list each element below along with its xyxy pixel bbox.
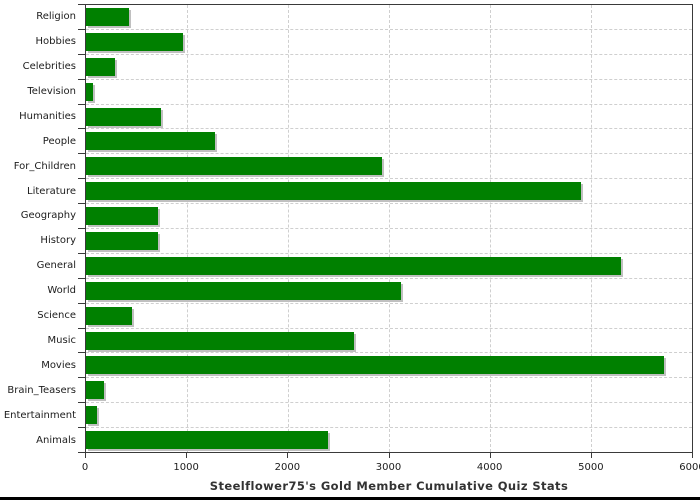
x-tick-label-1000: 1000 bbox=[173, 462, 199, 473]
y-axis-labels: Religion Hobbies Celebrities Television Huma… bbox=[0, 4, 76, 453]
y-axis-tick bbox=[78, 427, 85, 429]
y-axis-label-literature: Literature bbox=[27, 185, 76, 197]
bar-movies bbox=[86, 356, 664, 375]
bar-religion bbox=[86, 8, 130, 26]
bar-row-science bbox=[86, 304, 692, 329]
bottom-border bbox=[0, 497, 700, 500]
y-axis-tick bbox=[78, 277, 85, 279]
bar-row-entertainment bbox=[86, 403, 692, 429]
bar-people bbox=[86, 132, 216, 151]
bar-television bbox=[86, 82, 94, 101]
bar-celebrities bbox=[86, 57, 116, 76]
y-axis-tick bbox=[78, 327, 85, 329]
bar-row-animals bbox=[86, 428, 692, 452]
x-axis-tick-4000 bbox=[489, 453, 491, 458]
bar-hobbies bbox=[86, 32, 183, 51]
plot-area bbox=[85, 4, 693, 453]
y-axis-tick bbox=[78, 4, 85, 5]
x-axis-tick-0 bbox=[85, 453, 86, 458]
bar-row-for_children bbox=[86, 154, 692, 180]
bar-for_children bbox=[86, 157, 382, 176]
x-tick-label-6000: 6000 bbox=[679, 462, 700, 473]
x-axis-tick-3000 bbox=[388, 453, 390, 458]
bar-general bbox=[86, 256, 622, 275]
bar-row-world bbox=[86, 279, 692, 304]
bar-row-television bbox=[86, 80, 692, 105]
y-axis-label-history: History bbox=[40, 235, 76, 247]
y-axis-tick bbox=[78, 103, 85, 105]
y-axis-label-religion: Religion bbox=[36, 10, 76, 22]
x-tick-label-2000: 2000 bbox=[274, 462, 301, 473]
y-axis-label-humanities: Humanities bbox=[19, 110, 76, 122]
y-axis-tick bbox=[78, 302, 85, 304]
y-axis-label-celebrities: Celebrities bbox=[22, 60, 76, 72]
x-axis-tick-5000 bbox=[590, 453, 592, 458]
y-axis-label-music: Music bbox=[47, 335, 76, 347]
y-axis-label-hobbies: Hobbies bbox=[35, 35, 76, 47]
y-axis-label-science: Science bbox=[37, 310, 76, 322]
y-axis-tick bbox=[78, 28, 85, 30]
y-axis-label-geography: Geography bbox=[20, 210, 76, 222]
y-axis-label-general: General bbox=[36, 260, 76, 272]
bar-animals bbox=[86, 431, 329, 450]
y-axis-label-television: Television bbox=[27, 85, 76, 97]
y-axis-tick bbox=[78, 352, 85, 354]
y-axis-label-brain_teasers: Brain_Teasers bbox=[7, 385, 76, 397]
bar-row-history bbox=[86, 229, 692, 254]
y-axis-label-animals: Animals bbox=[36, 434, 76, 446]
y-axis-label-people: People bbox=[42, 135, 76, 147]
bar-row-general bbox=[86, 254, 692, 279]
bar-world bbox=[86, 281, 402, 300]
y-axis-tick bbox=[78, 153, 85, 155]
bar-row-humanities bbox=[86, 105, 692, 130]
y-axis-tick bbox=[78, 78, 85, 80]
y-axis-tick bbox=[78, 53, 85, 55]
bar-humanities bbox=[86, 107, 161, 126]
x-tick-label-5000: 5000 bbox=[578, 462, 604, 473]
chart-title: Steelflower75's Gold Member Cumulative Q… bbox=[209, 479, 569, 493]
bar-row-brain_teasers bbox=[86, 378, 692, 404]
bar-brain_teasers bbox=[86, 381, 105, 400]
bar-history bbox=[86, 232, 158, 251]
bar-row-religion bbox=[86, 5, 692, 30]
y-axis-tick bbox=[78, 178, 85, 180]
bar-science bbox=[86, 306, 133, 325]
y-axis-label-for_children: For_Children bbox=[13, 160, 76, 172]
bar-geography bbox=[86, 207, 158, 226]
y-axis-tick bbox=[78, 402, 85, 404]
bar-row-music bbox=[86, 329, 692, 354]
x-tick-label-3000: 3000 bbox=[375, 462, 402, 473]
x-axis-tick-2000 bbox=[287, 453, 289, 458]
y-axis-tick bbox=[78, 228, 85, 229]
y-axis-tick bbox=[78, 377, 85, 379]
y-axis-tick bbox=[78, 203, 85, 205]
bar-row-literature bbox=[86, 179, 692, 205]
bar-rows bbox=[86, 5, 692, 452]
y-axis-label-movies: Movies bbox=[41, 360, 76, 372]
x-tick-label-0: 0 bbox=[81, 462, 89, 473]
y-axis-tick bbox=[78, 252, 85, 254]
x-axis-tick-1000 bbox=[186, 453, 188, 458]
x-tick-label-4000: 4000 bbox=[476, 462, 503, 473]
y-axis-label-world: World bbox=[47, 285, 76, 297]
bar-row-movies bbox=[86, 353, 692, 379]
y-axis-label-entertainment: Entertainment bbox=[3, 409, 76, 421]
bar-entertainment bbox=[86, 406, 98, 425]
bar-row-hobbies bbox=[86, 30, 692, 55]
bar-music bbox=[86, 331, 354, 350]
bar-row-people bbox=[86, 129, 692, 155]
y-axis-tick bbox=[78, 452, 85, 453]
bar-row-geography bbox=[86, 204, 692, 230]
bar-literature bbox=[86, 182, 581, 201]
bar-row-celebrities bbox=[86, 55, 692, 80]
y-axis-tick bbox=[78, 128, 85, 130]
x-axis-tick-6000 bbox=[692, 453, 693, 458]
